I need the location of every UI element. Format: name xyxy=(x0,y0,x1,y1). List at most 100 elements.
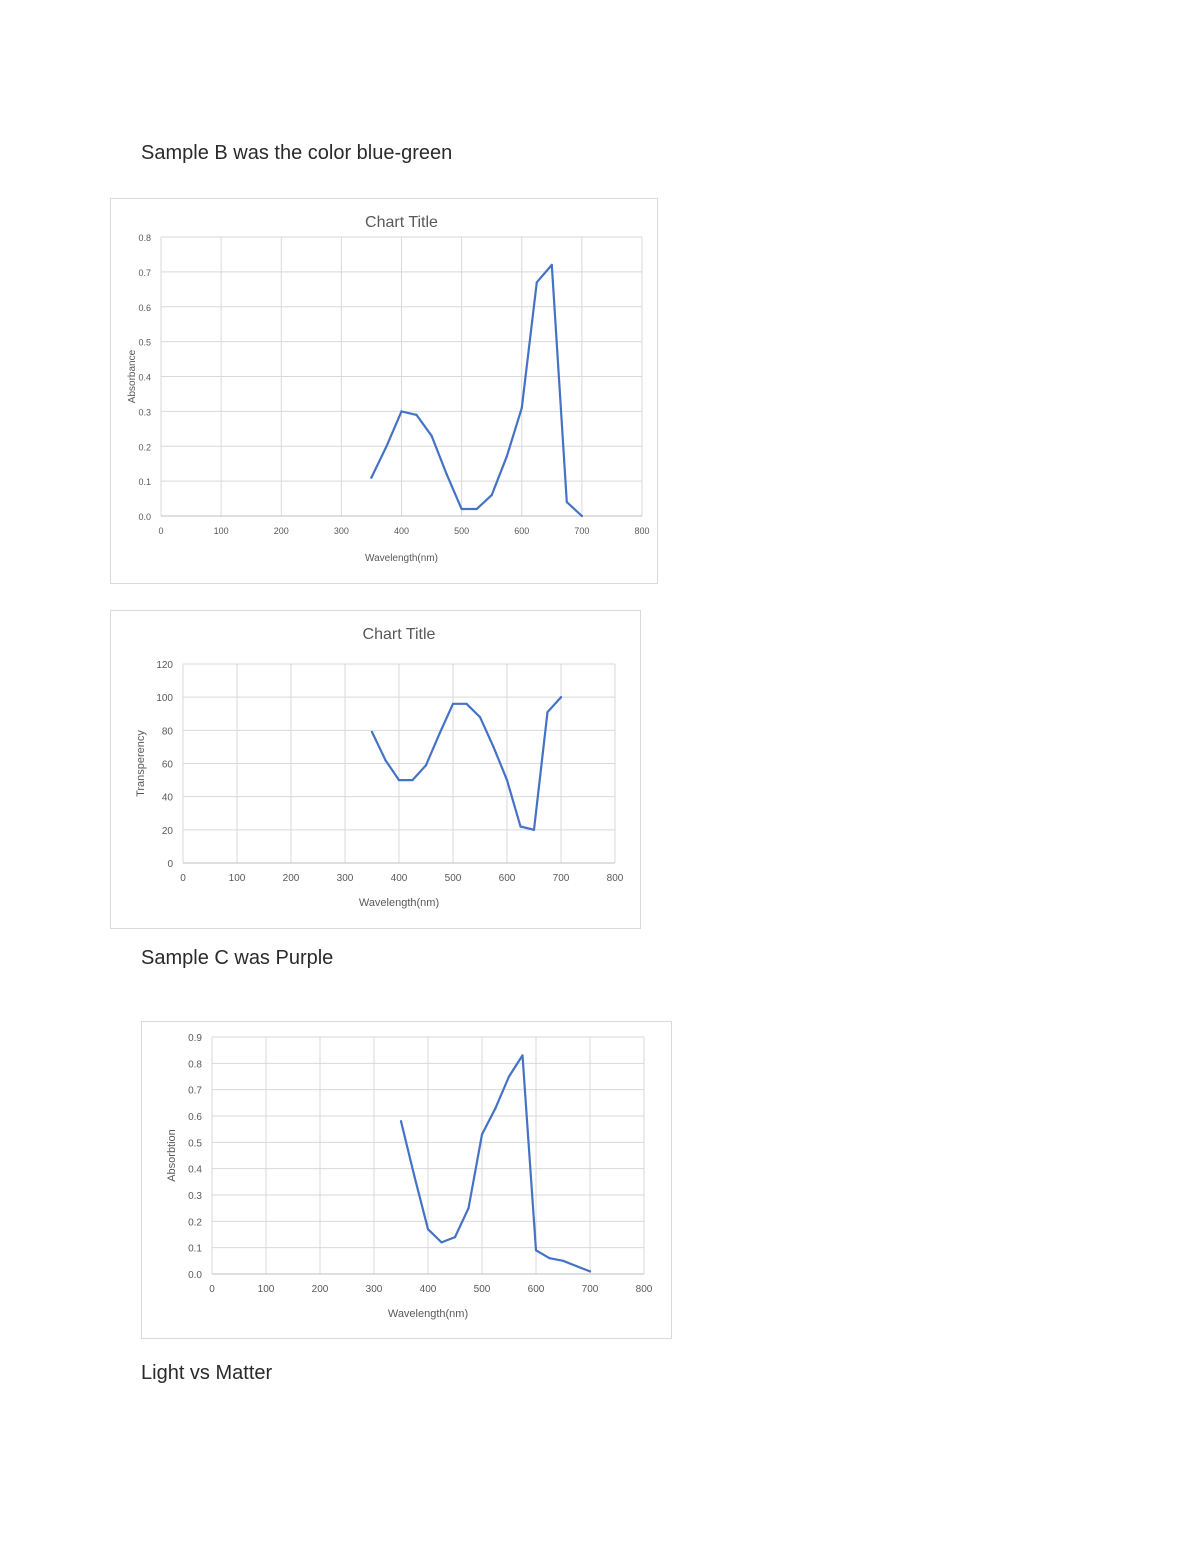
data-point xyxy=(535,281,538,284)
data-point xyxy=(550,263,553,266)
x-tick-label: 400 xyxy=(391,873,408,884)
data-point xyxy=(460,507,463,511)
y-tick-label: 0.0 xyxy=(188,1270,202,1281)
data-point xyxy=(490,493,493,497)
data-point xyxy=(453,1236,457,1239)
x-tick-label: 800 xyxy=(636,1284,653,1295)
data-point xyxy=(480,1133,484,1136)
x-tick-label: 700 xyxy=(574,526,589,536)
data-point xyxy=(399,1120,403,1123)
transparency-chart-b: Chart Title 0 20 40 60 80 100 120 0 100 200 300 400 5… xyxy=(110,610,641,929)
data-point xyxy=(415,413,418,416)
chart-svg-1: Chart Title 0 20 40 60 80 100 120 0 100 200 300 400 5… xyxy=(135,626,624,909)
x-axis-label: Wavelength(nm) xyxy=(359,897,439,909)
data-point xyxy=(465,702,468,705)
y-tick-label: 0.2 xyxy=(138,442,151,452)
x-tick-label: 700 xyxy=(582,1284,599,1295)
y-tick-label: 0.6 xyxy=(138,303,151,313)
data-point xyxy=(505,778,509,782)
y-tick-label: 0.4 xyxy=(138,373,151,383)
y-tick-label: 0.7 xyxy=(138,268,151,278)
data-point xyxy=(494,1107,497,1110)
y-tick-label: 0.4 xyxy=(188,1165,202,1176)
data-point xyxy=(520,406,523,409)
x-tick-label: 100 xyxy=(229,873,246,884)
x-tick-label: 500 xyxy=(445,873,462,884)
series-line xyxy=(399,1054,592,1273)
x-tick-label: 400 xyxy=(420,1284,437,1295)
x-tick-label: 700 xyxy=(553,873,570,884)
y-tick-label: 100 xyxy=(156,693,173,704)
x-tick-label: 100 xyxy=(258,1284,275,1295)
chart-svg-2: 0.0 0.1 0.2 0.3 0.4 0.5 0.6 0.7 0.8 0.9 0 100 200 300… xyxy=(166,1033,653,1320)
data-point xyxy=(397,778,401,782)
series-line xyxy=(370,263,583,518)
sample-c-heading: Sample C was Purple xyxy=(141,947,334,969)
y-tick-label: 0.9 xyxy=(188,1033,202,1044)
y-tick-label: 0.7 xyxy=(188,1086,202,1097)
y-axis-label: Transperency xyxy=(135,730,147,797)
y-tick-label: 0.1 xyxy=(188,1244,202,1255)
y-tick-label: 0.0 xyxy=(138,512,151,522)
x-tick-label: 600 xyxy=(514,526,529,536)
data-point xyxy=(507,1075,511,1078)
y-tick-label: 0.3 xyxy=(138,407,151,417)
y-tick-label: 0.8 xyxy=(138,233,151,243)
chart-title: Chart Title xyxy=(363,626,436,643)
sample-b-heading: Sample B was the color blue-green xyxy=(141,142,453,164)
data-point xyxy=(438,732,441,735)
data-point xyxy=(400,410,403,413)
data-point xyxy=(575,1265,578,1268)
y-tick-label: 0 xyxy=(167,859,173,870)
y-tick-label: 0.5 xyxy=(138,338,151,348)
data-point xyxy=(580,514,583,518)
y-tick-label: 40 xyxy=(162,793,174,804)
y-axis-label: Absorbance xyxy=(127,349,138,403)
y-tick-label: 20 xyxy=(162,826,174,837)
y-tick-label: 80 xyxy=(162,726,174,737)
data-point xyxy=(546,710,549,714)
y-tick-label: 0.6 xyxy=(188,1112,202,1123)
y-tick-label: 0.5 xyxy=(188,1138,202,1149)
x-axis-label: Wavelength(nm) xyxy=(365,553,438,564)
x-tick-label: 800 xyxy=(607,873,624,884)
data-point xyxy=(426,1228,430,1231)
x-tick-label: 0 xyxy=(209,1284,215,1295)
y-tick-label: 60 xyxy=(162,760,174,771)
data-point xyxy=(521,1054,524,1057)
x-tick-label: 800 xyxy=(634,526,649,536)
data-point xyxy=(519,825,522,828)
data-point xyxy=(370,476,373,479)
data-point xyxy=(559,696,563,699)
data-point xyxy=(411,778,414,782)
data-point xyxy=(505,455,508,458)
y-tick-label: 120 xyxy=(156,660,173,671)
x-tick-label: 500 xyxy=(474,1284,491,1295)
x-tick-label: 600 xyxy=(499,873,516,884)
data-point xyxy=(561,1259,565,1262)
data-point xyxy=(492,745,495,749)
absorption-chart-c: 0.0 0.1 0.2 0.3 0.4 0.5 0.6 0.7 0.8 0.9 0 100 200 300… xyxy=(141,1021,672,1339)
data-point xyxy=(424,764,428,767)
data-point xyxy=(440,1241,443,1244)
data-point xyxy=(548,1257,551,1260)
x-tick-label: 100 xyxy=(214,526,229,536)
data-point xyxy=(384,759,387,762)
x-tick-label: 600 xyxy=(528,1284,545,1295)
x-tick-label: 500 xyxy=(454,526,469,536)
chart-title: Chart Title xyxy=(365,214,438,231)
y-tick-label: 0.2 xyxy=(188,1217,202,1228)
x-tick-label: 200 xyxy=(274,526,289,536)
y-tick-label: 0.3 xyxy=(188,1191,202,1202)
data-point xyxy=(478,715,482,719)
x-tick-label: 200 xyxy=(312,1284,329,1295)
data-point xyxy=(565,500,568,504)
chart-svg-0: Chart Title 0.0 0.1 0.2 0.3 0.4 0.5 0.6 0.7 0.8 0 1… xyxy=(127,214,650,564)
light-vs-matter-heading: Light vs Matter xyxy=(141,1362,273,1384)
y-tick-label: 0.1 xyxy=(138,477,151,487)
x-tick-label: 0 xyxy=(180,873,186,884)
data-point xyxy=(385,445,388,448)
data-point xyxy=(475,507,478,511)
data-point xyxy=(534,1249,538,1252)
data-point xyxy=(370,730,374,734)
